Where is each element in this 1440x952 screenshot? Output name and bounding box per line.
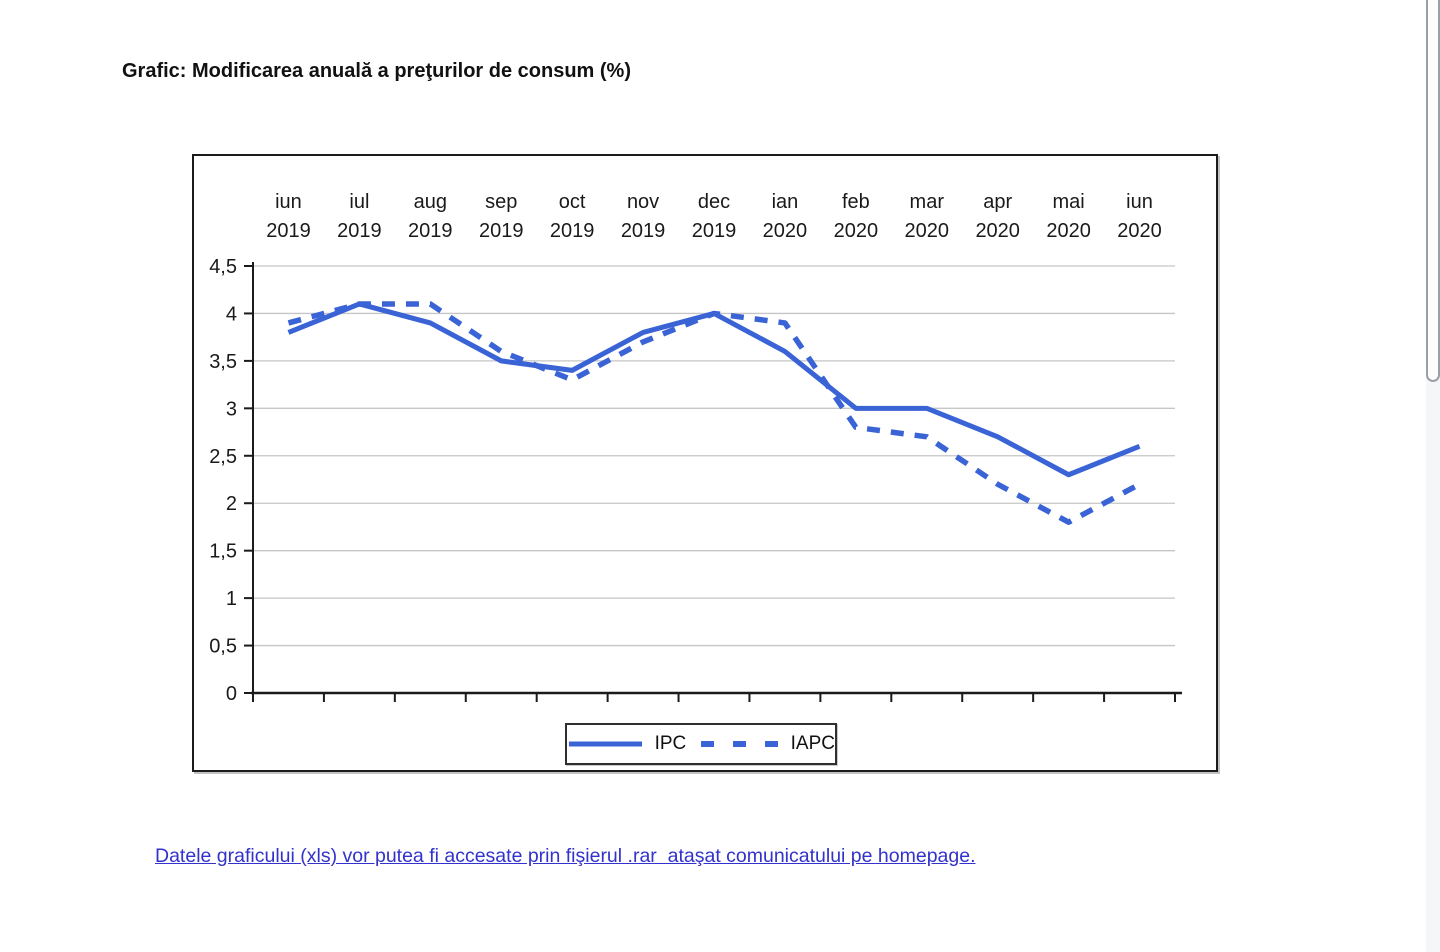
x-axis-label-year: 2019 xyxy=(621,220,666,242)
x-axis-label-year: 2019 xyxy=(408,220,453,242)
x-axis-label-month: nov xyxy=(627,191,659,213)
x-axis-label-year: 2020 xyxy=(834,220,879,242)
y-axis-label: 0,5 xyxy=(209,636,237,658)
x-axis-label-year: 2019 xyxy=(479,220,524,242)
x-axis-label-month: iul xyxy=(349,191,369,213)
x-axis-label-month: dec xyxy=(698,191,730,213)
ipc-line xyxy=(287,301,1141,478)
vertical-scrollbar-thumb[interactable] xyxy=(1426,0,1440,382)
x-axis-label-month: iun xyxy=(275,191,302,213)
y-axis-label: 2,5 xyxy=(209,446,237,468)
chart-legend: IPC IAPC xyxy=(565,723,837,765)
x-axis-label-year: 2020 xyxy=(1046,220,1091,242)
y-axis-label: 1,5 xyxy=(209,541,237,563)
x-axis-label-year: 2020 xyxy=(905,220,950,242)
y-axis-label: 4 xyxy=(226,303,237,325)
y-axis-label: 2 xyxy=(226,493,237,515)
x-axis-label-year: 2019 xyxy=(550,220,595,242)
x-axis-label-year: 2020 xyxy=(975,220,1020,242)
legend-label-ipc: IPC xyxy=(654,733,687,754)
y-axis-label: 3 xyxy=(226,398,237,420)
x-axis-label-year: 2019 xyxy=(692,220,737,242)
chart-data-download-link[interactable]: Datele graficului (xls) vor putea fi acc… xyxy=(155,845,976,867)
iapc-line xyxy=(287,301,1141,525)
x-axis-label-month: apr xyxy=(983,191,1012,213)
x-axis-label-month: aug xyxy=(414,191,447,213)
line-chart: 0 0,5 1 1,5 2 2,5 3 3,5 4 4,5 iun 2019 iul 2019 aug 201… xyxy=(209,191,1182,705)
ipc-legend-line xyxy=(569,741,642,747)
x-axis-label-month: ian xyxy=(772,191,799,213)
x-axis-label-year: 2019 xyxy=(266,220,311,242)
y-axis-label: 4,5 xyxy=(209,256,237,278)
iapc-legend-line xyxy=(701,741,778,747)
y-axis-label: 0 xyxy=(226,683,237,705)
x-axis-label-month: feb xyxy=(842,191,870,213)
x-axis-label-month: mai xyxy=(1052,191,1084,213)
x-axis-label-year: 2020 xyxy=(763,220,808,242)
page-title: Grafic: Modificarea anuală a preţurilor … xyxy=(122,60,632,82)
vertical-scrollbar-track[interactable] xyxy=(1426,0,1440,952)
x-axis-label-year: 2019 xyxy=(337,220,382,242)
x-axis-label-month: mar xyxy=(910,191,945,213)
legend-label-iapc: IAPC xyxy=(790,733,835,754)
x-axis-label-month: sep xyxy=(485,191,517,213)
chart-frame: 0 0,5 1 1,5 2 2,5 3 3,5 4 4,5 iun 2019 iul 2019 aug 201… xyxy=(192,154,1218,772)
x-axis-label-month: iun xyxy=(1126,191,1153,213)
x-axis-label-month: oct xyxy=(559,191,586,213)
y-axis-label: 3,5 xyxy=(209,351,237,373)
y-axis-label: 1 xyxy=(226,588,237,610)
x-axis-label-year: 2020 xyxy=(1117,220,1162,242)
